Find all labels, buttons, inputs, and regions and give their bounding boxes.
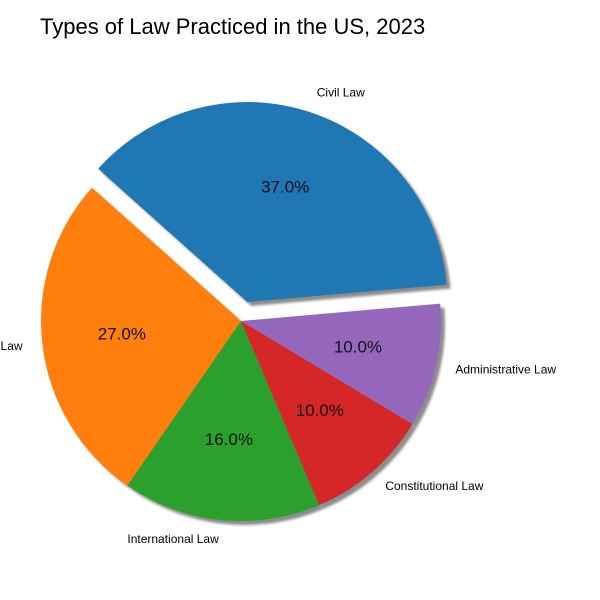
slice-administrative-law bbox=[241, 303, 442, 425]
slice-civil-law bbox=[98, 102, 447, 303]
slice-percent-administrative-law: 10.0% bbox=[334, 337, 382, 356]
slice-label-administrative-law: Administrative Law bbox=[455, 363, 556, 377]
slice-percent-civil-law: 37.0% bbox=[261, 178, 309, 197]
slice-label-civil-law: Civil Law bbox=[317, 85, 365, 99]
slice-label-international-law: International Law bbox=[127, 532, 219, 546]
slice-percent-international-law: 16.0% bbox=[205, 430, 253, 449]
slice-international-law bbox=[127, 321, 320, 521]
slice-percent-criminal-law: 27.0% bbox=[98, 325, 146, 344]
slice-percent-constitutional-law: 10.0% bbox=[296, 401, 344, 420]
slice-label-criminal-law: Criminal Law bbox=[0, 339, 23, 353]
slice-criminal-law bbox=[40, 187, 241, 486]
pie-slices bbox=[40, 102, 447, 521]
pie-labels: Civil Law 37.0% Criminal Law 27.0% Internati… bbox=[0, 85, 556, 546]
chart-title: Types of Law Practiced in the US, 2023 bbox=[40, 14, 426, 39]
slice-constitutional-law bbox=[241, 321, 413, 506]
slice-label-constitutional-law: Constitutional Law bbox=[385, 479, 483, 493]
